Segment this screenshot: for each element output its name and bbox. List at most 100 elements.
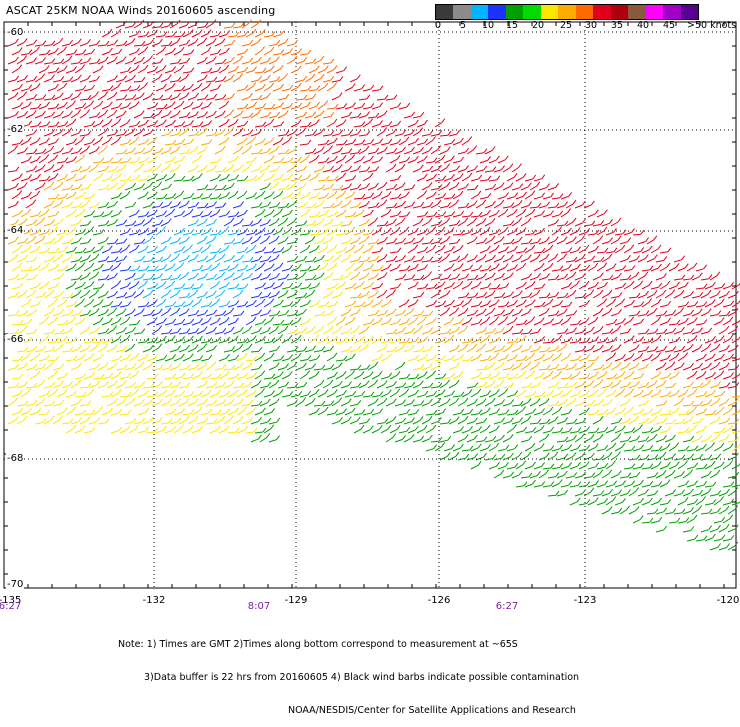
wind-barb (296, 166, 307, 172)
wind-barb (660, 355, 671, 361)
wind-barb (228, 264, 238, 271)
wind-barb (264, 248, 275, 253)
wind-barb (300, 50, 311, 55)
wind-barb (66, 139, 77, 145)
wind-barb (165, 374, 176, 379)
note-line-3: NOAA/NESDIS/Center for Satellite Applica… (118, 705, 579, 716)
wind-barb (255, 122, 266, 127)
wind-barb (354, 229, 365, 235)
wind-barb (327, 372, 337, 379)
wind-barb (318, 101, 328, 109)
wind-barb (66, 50, 77, 55)
wind-barb (390, 371, 400, 379)
wind-barb (372, 300, 382, 308)
wind-barb (422, 399, 432, 406)
wind-barb (386, 434, 396, 442)
wind-barb (62, 40, 73, 46)
wind-barb (147, 318, 157, 326)
wind-barb (615, 498, 626, 505)
wind-barb (620, 473, 631, 478)
wind-barb (44, 75, 54, 82)
wind-barb (120, 317, 130, 325)
wind-barb (255, 47, 265, 56)
wind-barb (197, 95, 208, 100)
wind-barb (611, 452, 621, 461)
wind-barb (530, 203, 541, 208)
wind-barb (480, 193, 491, 199)
wind-barb (494, 362, 504, 370)
wind-barb (98, 166, 109, 172)
wind-barb (323, 219, 333, 226)
wind-barb (66, 192, 76, 199)
wind-barb (633, 319, 644, 325)
wind-barb (615, 283, 626, 289)
wind-barb (318, 176, 329, 181)
wind-barb (539, 365, 550, 370)
wind-barb (467, 255, 477, 262)
wind-barb (107, 110, 117, 118)
lon-label: -129 (285, 595, 308, 606)
wind-barb (588, 410, 599, 415)
wind-barb (183, 229, 194, 235)
wind-barb (705, 390, 715, 397)
wind-barb (93, 120, 103, 127)
wind-barb (206, 274, 217, 280)
wind-barb (507, 193, 518, 199)
wind-barb (260, 327, 271, 334)
wind-barb (246, 229, 257, 235)
wind-barb (579, 245, 589, 253)
wind-barb (521, 273, 532, 280)
wind-barb (134, 399, 145, 406)
wind-barb (273, 372, 283, 379)
wind-barb (228, 32, 239, 37)
wind-barb (620, 382, 631, 388)
wind-barb (71, 166, 82, 172)
wind-barb (39, 317, 49, 325)
wind-barb (215, 59, 226, 64)
wind-barb (152, 95, 163, 100)
wind-barb (237, 210, 247, 217)
wind-barb (570, 445, 581, 451)
wind-barb (26, 94, 37, 100)
wind-barb (530, 419, 541, 424)
wind-barb (21, 175, 32, 181)
wind-barb (264, 47, 274, 55)
wind-barb (57, 102, 67, 109)
wind-barb (444, 282, 455, 289)
wind-barb (120, 426, 130, 434)
wind-barb (305, 275, 316, 280)
wind-barb (237, 247, 248, 253)
wind-barb (98, 362, 108, 370)
wind-barb (192, 30, 202, 38)
wind-barb (624, 245, 634, 253)
wind-barb (710, 382, 721, 388)
wind-barb (129, 31, 140, 38)
wind-barb (332, 363, 342, 370)
wind-barb (156, 84, 166, 91)
wind-barb (62, 381, 73, 388)
wind-barb (606, 497, 616, 505)
wind-barb (143, 92, 153, 100)
wind-barb (714, 535, 725, 541)
wind-barb (557, 454, 568, 460)
wind-barb (278, 237, 288, 244)
wind-barb (80, 39, 91, 46)
wind-barb (174, 319, 185, 325)
wind-barb (84, 211, 95, 217)
wind-barb (656, 470, 666, 478)
wind-barb (147, 210, 157, 217)
wind-barb (467, 418, 478, 425)
wind-barb (620, 255, 631, 262)
wind-barb (386, 203, 397, 208)
wind-barb (498, 227, 508, 235)
wind-barb (134, 148, 145, 154)
wind-barb (399, 266, 410, 271)
wind-barb (138, 338, 149, 343)
wind-barb (138, 408, 149, 415)
wind-barb (57, 408, 67, 415)
wind-barb (215, 254, 225, 262)
wind-barb (21, 137, 31, 145)
wind-barb (462, 212, 473, 217)
wind-barb (683, 436, 694, 442)
wind-barb (318, 301, 329, 307)
